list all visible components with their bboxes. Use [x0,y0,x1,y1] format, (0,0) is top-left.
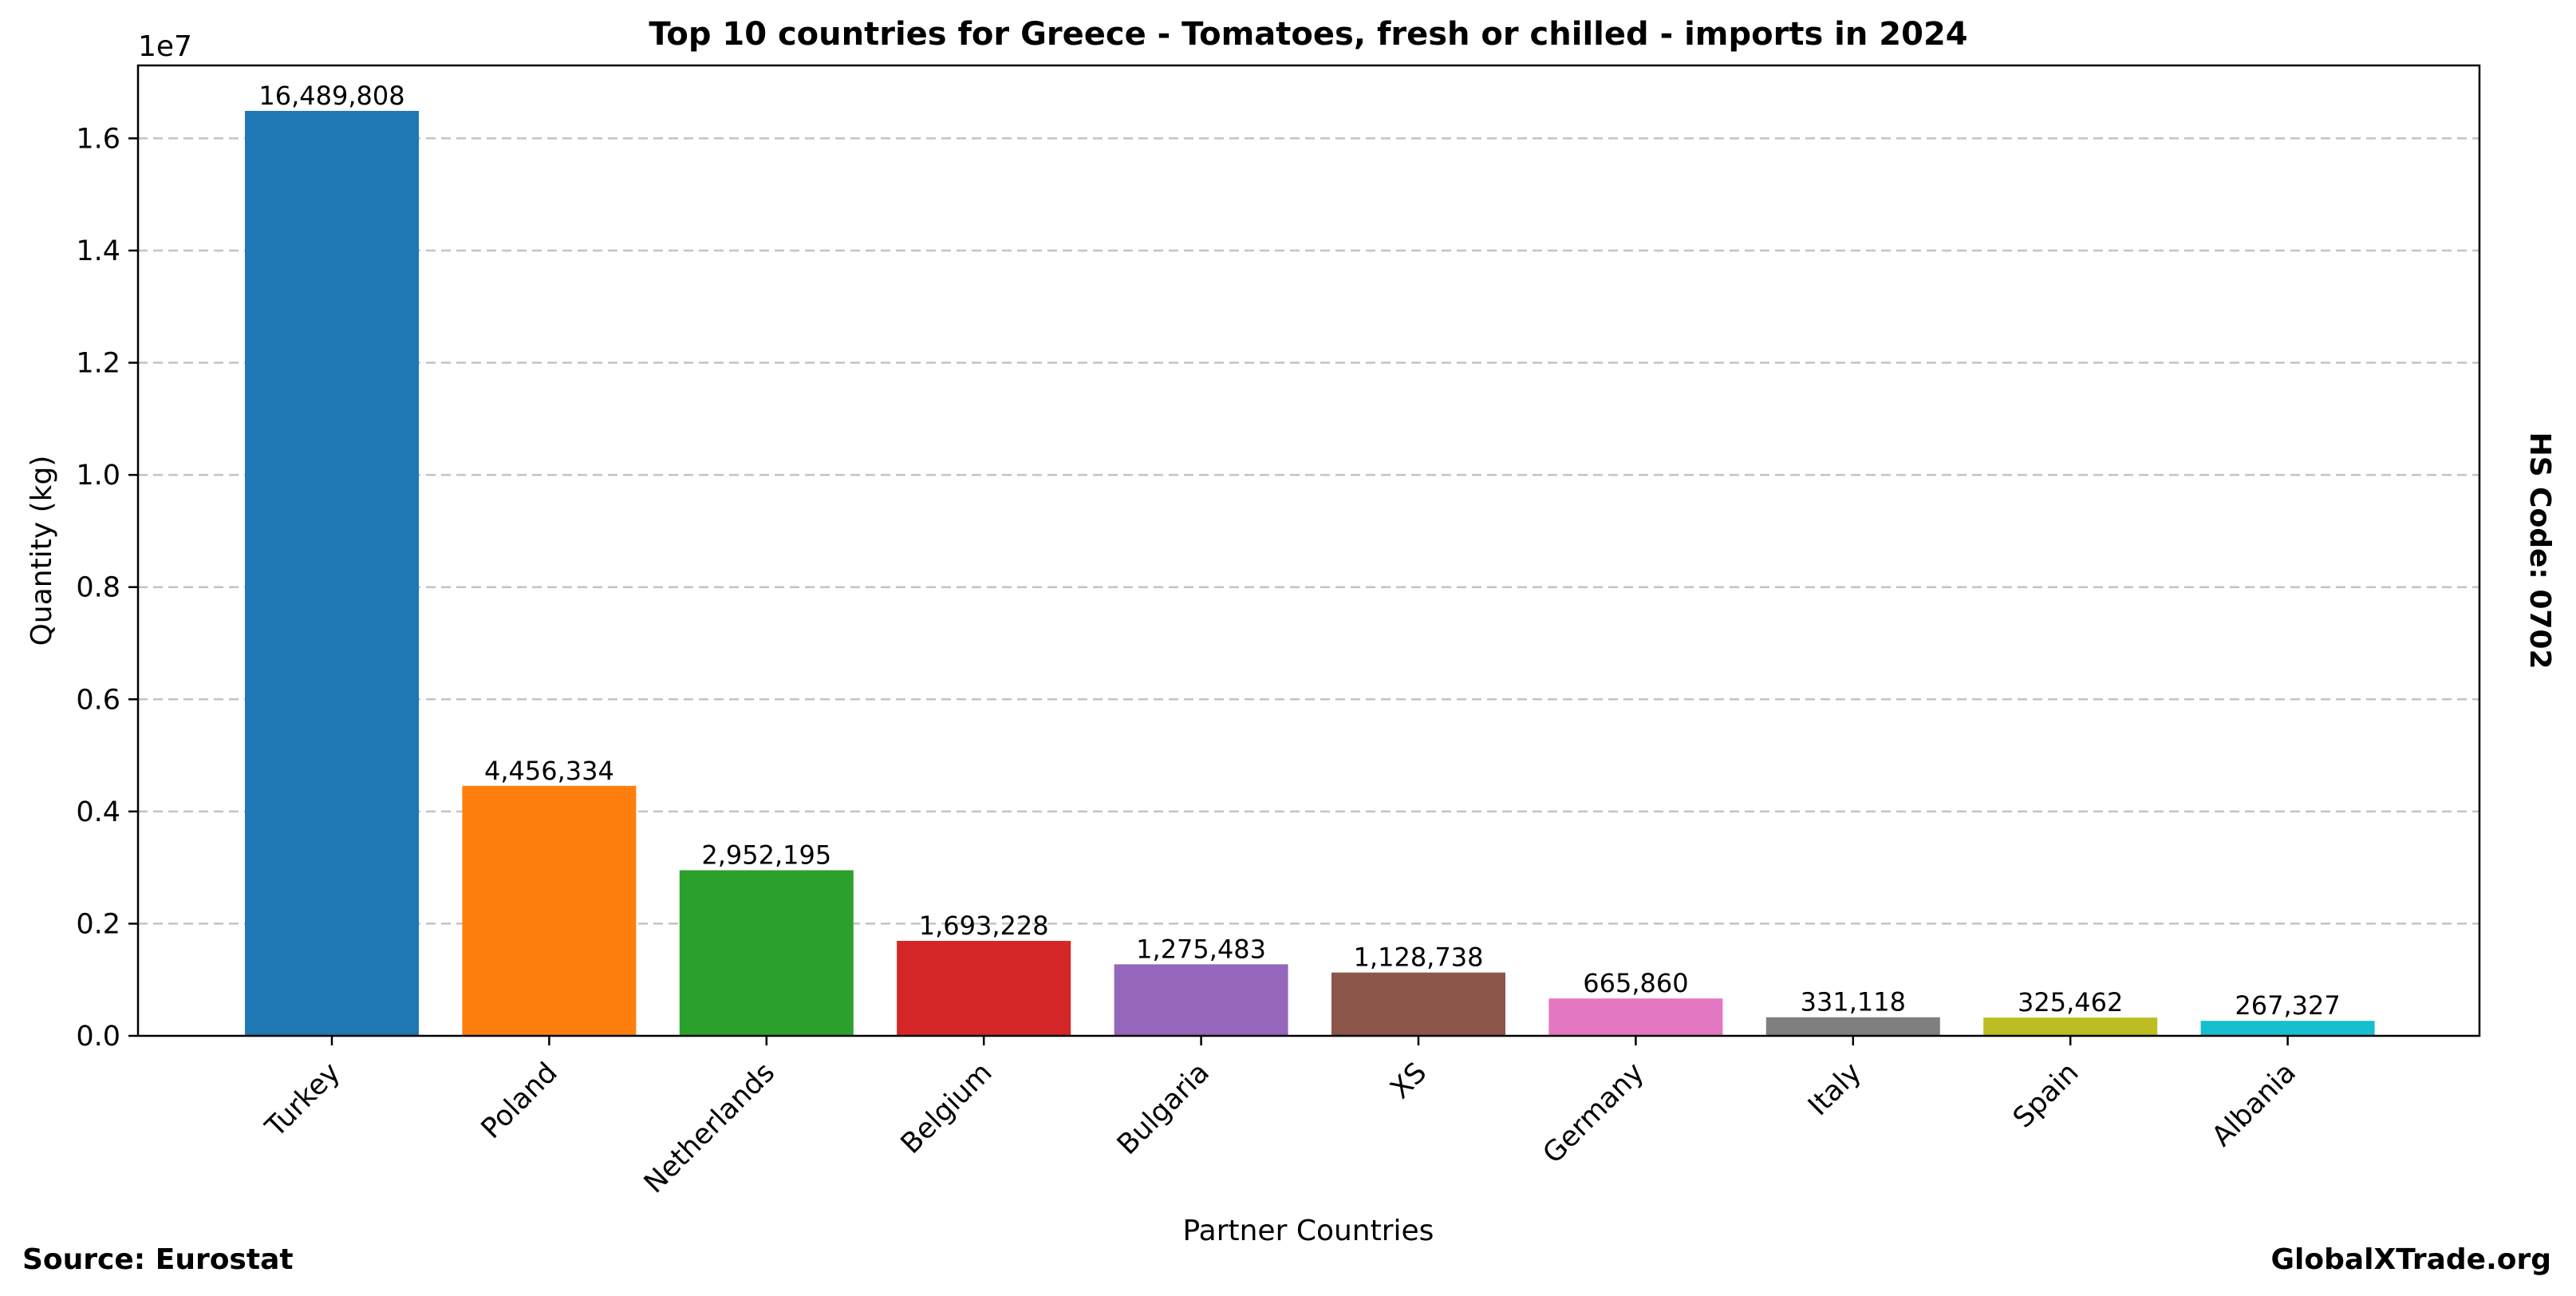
x-tick-label: Poland [475,1057,564,1145]
bar-value-label: 16,489,808 [258,81,404,111]
bar-value-label: 331,118 [1801,987,1906,1017]
hs-code-label: HS Code: 0702 [2523,432,2556,669]
x-tick-label: XS [1384,1057,1433,1105]
x-axis-label: Partner Countries [1183,1215,1434,1247]
y-tick-label: 1.0 [76,460,120,492]
plot-frame [136,64,2481,1037]
x-tick-label: Belgium [895,1057,999,1160]
y-tick-label: 0.6 [76,684,120,716]
x-tick-label: Bulgaria [1111,1057,1216,1161]
y-tick-label: 0.4 [76,796,120,828]
x-tick-label: Italy [1802,1057,1868,1122]
x-tick-label: Netherlands [638,1057,781,1199]
y-axis-ticks: 0.0 0.2 0.4 0.6 0.8 1.0 1.2 1.4 1.6 [76,123,138,1053]
x-tick-label: Turkey [259,1057,347,1144]
bar-value-label: 325,462 [2018,987,2123,1017]
bar-value-label: 4,456,334 [484,756,614,786]
bar-italy [1765,1017,1940,1036]
bar-netherlands [679,870,854,1036]
bar-value-label: 1,693,228 [919,911,1049,941]
x-tick-label: Spain [2007,1057,2085,1134]
y-tick-label: 1.4 [76,235,120,267]
bar-germany [1548,998,1723,1036]
source-label: Source: Eurostat [22,1243,294,1276]
bar-spain [1983,1017,2158,1036]
x-tick-label: Albania [2206,1057,2302,1153]
bar-value-label: 665,860 [1583,968,1688,998]
bar-value-label: 1,128,738 [1354,942,1484,973]
y-axis-label: Quantity (kg) [26,456,58,646]
bar-albania [2200,1021,2375,1036]
bar-value-label: 2,952,195 [701,840,831,870]
bars [245,110,2375,1036]
y-tick-label: 1.2 [76,348,120,380]
y-tick-label: 0.0 [76,1021,120,1053]
bar-value-label: 267,327 [2235,990,2340,1021]
y-tick-label: 1.6 [76,123,120,155]
bar-xs [1331,972,1505,1036]
gridlines [138,137,2479,925]
bar-bulgaria [1114,964,1288,1036]
y-offset-label: 1e7 [138,30,192,63]
bar-poland [462,785,637,1036]
y-tick-label: 0.8 [76,572,120,604]
data-labels: 16,489,808 4,456,334 2,952,195 1,693,228 1,2… [258,81,2340,1021]
y-tick-label: 0.2 [76,908,120,940]
bar-belgium [897,940,1071,1036]
x-tick-label: Germany [1537,1057,1651,1170]
bar-turkey [245,110,419,1036]
brand-label: GlobalXTrade.org [2270,1243,2551,1276]
chart-title: Top 10 countries for Greece - Tomatoes, … [649,16,1967,53]
bar-value-label: 1,275,483 [1136,934,1266,964]
x-axis-ticks: Turkey Poland Netherlands Belgium Bulgaria XS… [259,1036,2302,1199]
